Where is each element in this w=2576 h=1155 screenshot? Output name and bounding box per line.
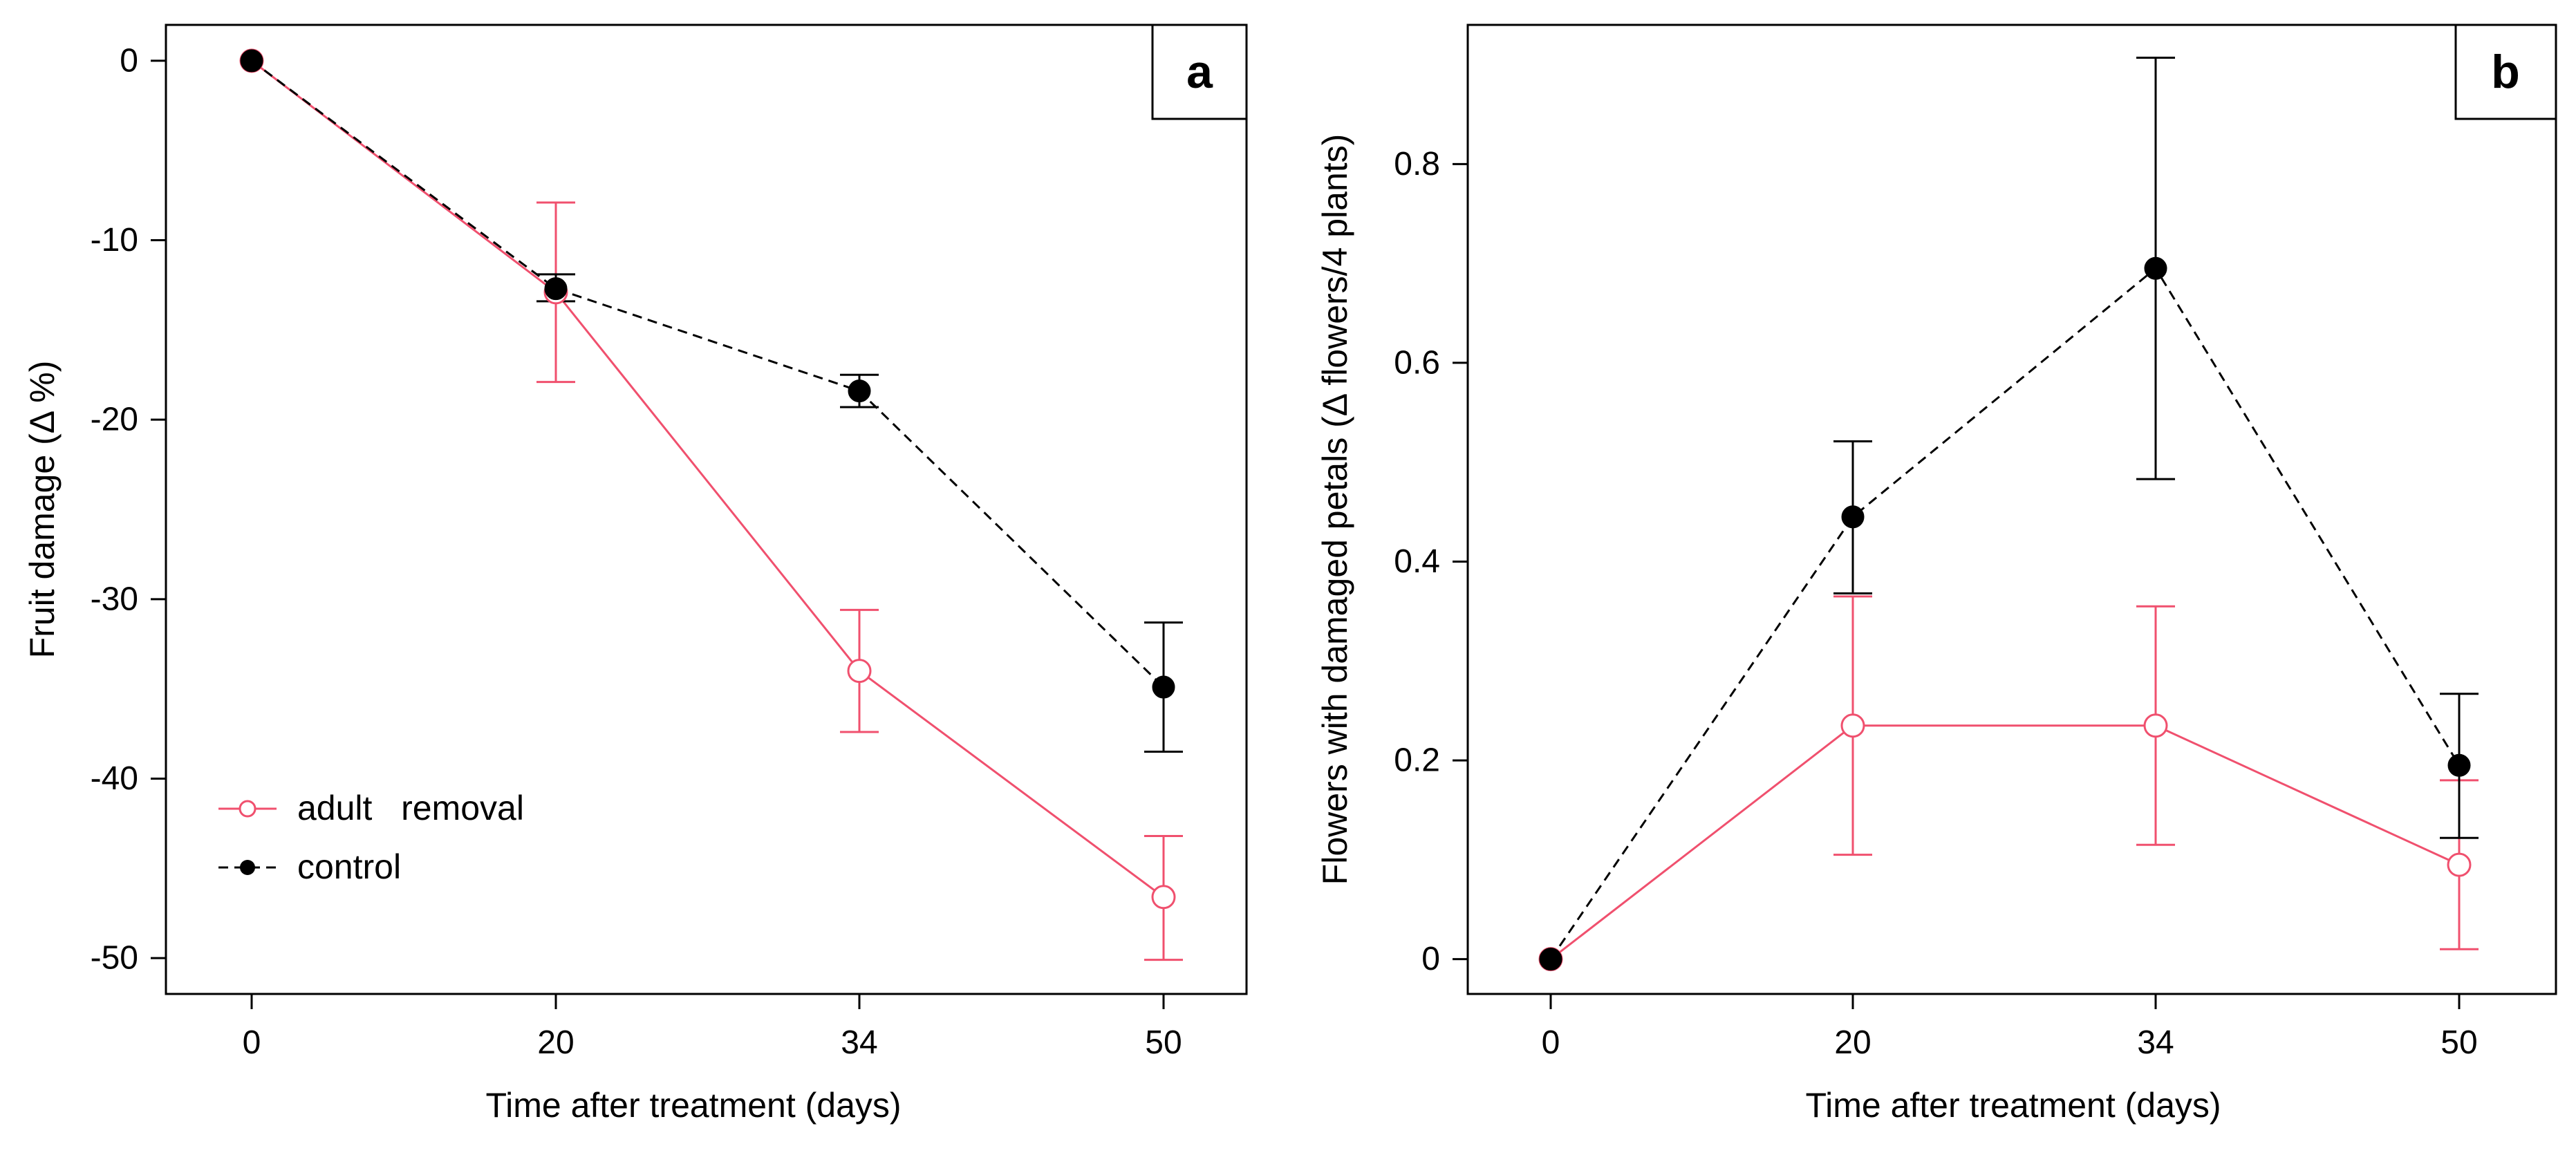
y-tick-label: 0.4 bbox=[1394, 543, 1440, 580]
data-point-control bbox=[848, 379, 871, 403]
data-point-control bbox=[240, 49, 263, 73]
plot-frame-a bbox=[165, 24, 1248, 995]
y-axis-label-a: Fruit damage (Δ %) bbox=[23, 361, 62, 659]
y-tick-label: -30 bbox=[91, 581, 138, 617]
axes-a: 0 -10 -20 -30 -40 -50 0 20 34 50 bbox=[91, 42, 1182, 1061]
panel-a: a 0 -10 -20 -30 -40 -50 0 20 34 50 Time after tre… bbox=[23, 24, 1248, 1125]
legend-label-control: control bbox=[297, 847, 401, 886]
y-tick-label: -50 bbox=[91, 940, 138, 977]
x-tick-label: 0 bbox=[243, 1024, 261, 1061]
error-bars-a bbox=[536, 201, 1183, 961]
y-tick-label: -20 bbox=[91, 402, 138, 438]
x-tick-label: 0 bbox=[1542, 1024, 1560, 1061]
x-tick-label: 20 bbox=[537, 1024, 574, 1061]
series-line-adult-removal bbox=[1550, 724, 2460, 960]
x-axis-label-a: Time after treatment (days) bbox=[485, 1086, 901, 1125]
y-tick-label: 0.6 bbox=[1394, 344, 1440, 381]
y-tick-label: 0 bbox=[120, 42, 138, 79]
legend-marker-control bbox=[240, 860, 255, 875]
panel-label-b: b bbox=[2491, 46, 2520, 98]
series-line-control bbox=[251, 59, 1165, 688]
data-point-adult-removal bbox=[847, 659, 872, 684]
series-lines-b bbox=[1549, 267, 2461, 960]
data-point-control bbox=[1841, 505, 1865, 529]
legend-label-adult-removal: adult removal bbox=[297, 789, 524, 827]
y-tick-label: -40 bbox=[91, 760, 138, 797]
panel-label-box-b bbox=[2454, 24, 2557, 120]
points-a bbox=[239, 48, 1176, 910]
y-tick-label: 0.8 bbox=[1394, 146, 1440, 182]
x-tick-label: 34 bbox=[841, 1024, 877, 1061]
panel-label-box-a bbox=[1151, 24, 1248, 120]
points-b bbox=[1538, 256, 2472, 972]
y-tick-label: -10 bbox=[91, 222, 138, 259]
y-tick-label: 0 bbox=[1421, 941, 1440, 977]
x-axis-label-b: Time after treatment (days) bbox=[1805, 1086, 2221, 1125]
series-line-adult-removal bbox=[251, 59, 1164, 899]
data-point-control bbox=[1539, 948, 1562, 971]
data-point-control bbox=[2447, 753, 2471, 777]
x-tick-label: 20 bbox=[1834, 1024, 1871, 1061]
x-tick-label: 34 bbox=[2137, 1024, 2174, 1061]
plot-frame-b bbox=[1466, 24, 2557, 995]
panel-label-a: a bbox=[1186, 46, 1213, 98]
legend-marker-adult-removal bbox=[239, 800, 256, 818]
x-tick-label: 50 bbox=[2440, 1024, 2477, 1061]
data-point-control bbox=[2144, 256, 2167, 280]
y-tick-label: 0.2 bbox=[1394, 742, 1440, 779]
data-point-adult-removal bbox=[2143, 713, 2168, 738]
legend: adult removal control bbox=[218, 789, 524, 886]
data-point-control bbox=[1152, 675, 1175, 699]
error-bars-b bbox=[1833, 56, 2479, 950]
x-tick-label: 50 bbox=[1145, 1024, 1182, 1061]
series-line-control bbox=[1549, 267, 2461, 960]
y-axis-label-b: Flowers with damaged petals (Δ flowers/4… bbox=[1316, 134, 1354, 885]
data-point-adult-removal bbox=[1151, 885, 1176, 910]
series-lines-a bbox=[251, 59, 1165, 899]
panel-b: b 0 0.2 0.4 0.6 0.8 0 20 34 50 Time after treatm… bbox=[1316, 24, 2557, 1125]
axes-b: 0 0.2 0.4 0.6 0.8 0 20 34 50 bbox=[1394, 146, 2477, 1061]
data-point-adult-removal bbox=[1840, 713, 1865, 738]
data-point-control bbox=[544, 277, 568, 301]
data-point-adult-removal bbox=[2447, 852, 2472, 877]
